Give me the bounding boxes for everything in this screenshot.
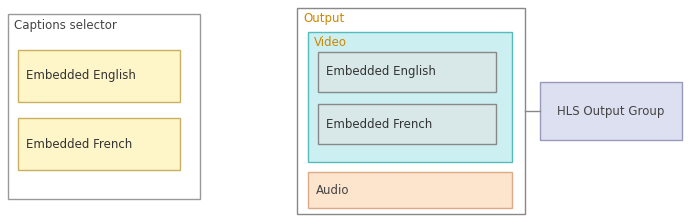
Text: Video: Video — [314, 36, 347, 49]
FancyBboxPatch shape — [318, 104, 496, 144]
FancyBboxPatch shape — [8, 14, 200, 199]
Text: Captions selector: Captions selector — [14, 19, 117, 32]
Text: Audio: Audio — [316, 183, 349, 196]
Text: Output: Output — [303, 12, 344, 25]
Text: Embedded English: Embedded English — [326, 65, 436, 78]
FancyBboxPatch shape — [18, 118, 180, 170]
Text: Embedded French: Embedded French — [26, 138, 132, 151]
Text: Embedded French: Embedded French — [326, 118, 432, 131]
FancyBboxPatch shape — [308, 172, 512, 208]
FancyBboxPatch shape — [318, 52, 496, 92]
FancyBboxPatch shape — [297, 8, 525, 214]
FancyBboxPatch shape — [540, 82, 682, 140]
Text: HLS Output Group: HLS Output Group — [557, 105, 665, 118]
Text: Embedded English: Embedded English — [26, 69, 136, 82]
FancyBboxPatch shape — [308, 32, 512, 162]
FancyBboxPatch shape — [18, 50, 180, 102]
